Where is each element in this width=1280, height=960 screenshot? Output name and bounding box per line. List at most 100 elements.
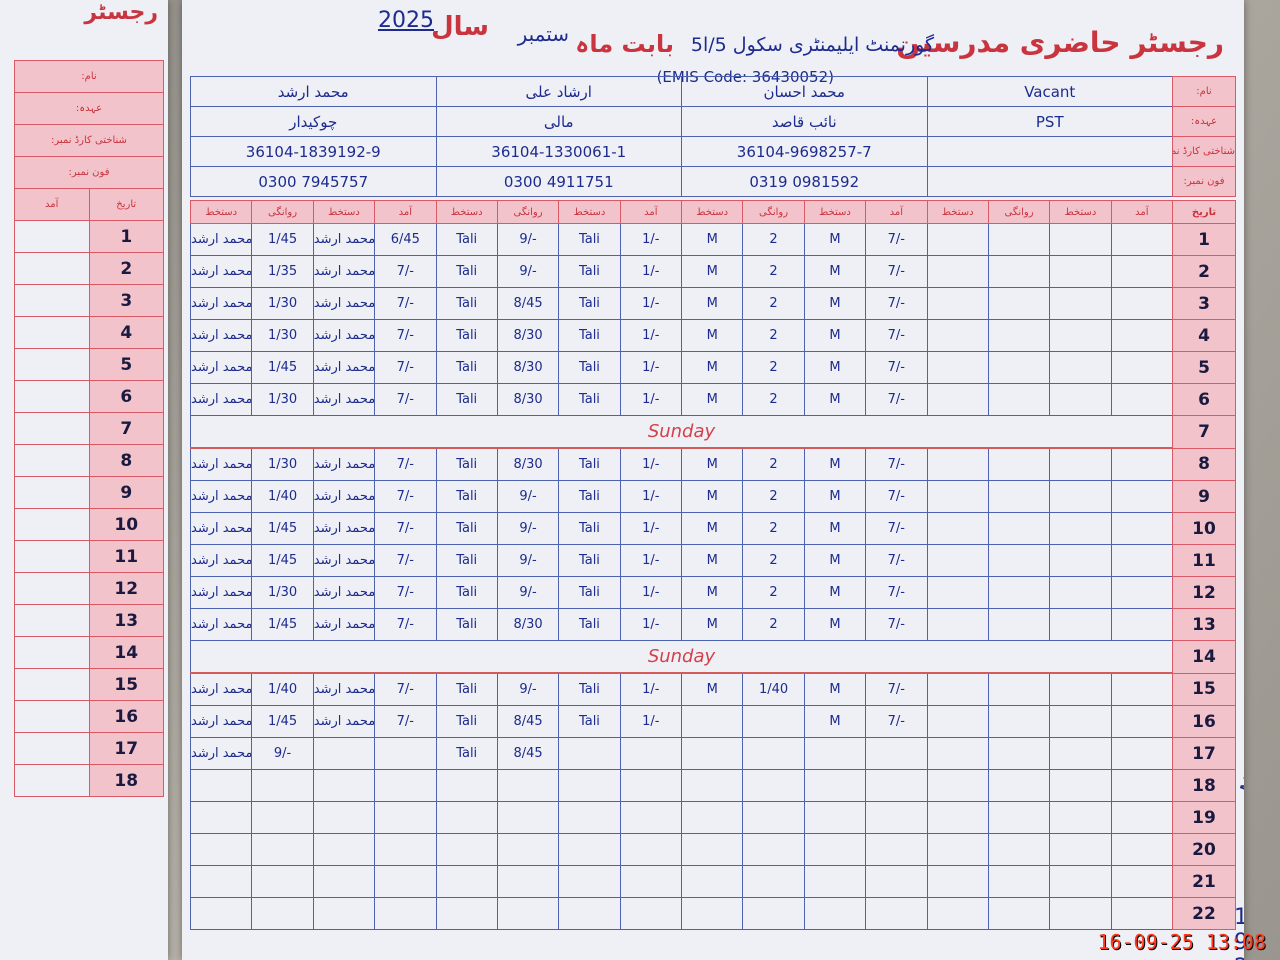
month-label: بابت ماہ bbox=[575, 30, 674, 58]
entry: محمد ارشد bbox=[312, 383, 376, 416]
entry: 1/- bbox=[619, 255, 683, 288]
entry: 2 bbox=[742, 447, 805, 481]
entry: 2 bbox=[742, 576, 805, 609]
cell bbox=[14, 220, 90, 253]
field-row: فون نمبر: 0319 0981592 0300 4911751 0300 79… bbox=[190, 166, 1236, 197]
entry bbox=[1049, 319, 1112, 352]
entry bbox=[435, 801, 498, 834]
entry: محمد ارشد bbox=[312, 705, 376, 738]
entry: محمد ارشد bbox=[312, 255, 376, 288]
field-label: نام: bbox=[14, 60, 164, 93]
entry bbox=[1049, 351, 1112, 384]
entry: 1/- bbox=[619, 287, 683, 320]
entry bbox=[1049, 576, 1112, 609]
entry bbox=[987, 737, 1051, 770]
entry: محمد ارشد bbox=[189, 512, 253, 545]
date-row: 12 7/- M 2 M 1/- Tali 9/- Tali 7/- محمد ارشد 1/30 مح… bbox=[189, 576, 1236, 609]
field-row: شناختی کارڈ نمبر: 36104-9698257-736104-13… bbox=[190, 136, 1236, 167]
date: 10 bbox=[1172, 512, 1236, 545]
entry: Tali bbox=[435, 383, 498, 416]
entry: 1/30 bbox=[251, 576, 314, 609]
cell bbox=[14, 764, 90, 797]
date: 13 bbox=[1172, 608, 1236, 641]
entry: Tali bbox=[558, 383, 621, 416]
entry: محمد ارشد bbox=[189, 351, 253, 384]
entry bbox=[680, 769, 744, 802]
date-row: 1 bbox=[14, 220, 164, 253]
cell bbox=[14, 348, 90, 381]
entry bbox=[619, 897, 683, 930]
entry: محمد ارشد bbox=[189, 737, 253, 770]
entry bbox=[865, 897, 928, 930]
entry bbox=[558, 801, 621, 834]
entry: Tali bbox=[558, 544, 621, 577]
entry bbox=[374, 737, 437, 770]
staff-phone bbox=[926, 166, 1173, 197]
entry: محمد ارشد bbox=[312, 576, 376, 609]
entry bbox=[926, 897, 989, 930]
entry: Tali bbox=[435, 737, 498, 770]
column-header: دستخط bbox=[435, 200, 498, 224]
entry bbox=[496, 897, 560, 930]
entry: M bbox=[803, 223, 867, 256]
entry: Tali bbox=[435, 576, 498, 609]
entry: 7/- bbox=[374, 705, 437, 738]
date-header: تاریخ bbox=[88, 188, 164, 221]
entry bbox=[865, 737, 928, 770]
entry bbox=[558, 897, 621, 930]
date-row: 18 bbox=[14, 764, 164, 797]
date-row: 16 7/- M 1/- Tali 8/45 Tali 7/- محمد ارشد 1/45 محم… bbox=[189, 705, 1236, 738]
date: 4 bbox=[88, 316, 164, 349]
entry: M bbox=[803, 672, 867, 706]
entry bbox=[742, 769, 805, 802]
column-header: دستخط bbox=[803, 200, 867, 224]
entry: 7/- bbox=[865, 287, 928, 320]
sunday-note: Sunday bbox=[190, 415, 1173, 449]
staff-name: محمد ارشد bbox=[190, 76, 437, 107]
date-row: 12 bbox=[14, 572, 164, 605]
entry: 8/30 bbox=[496, 351, 560, 384]
entry bbox=[558, 865, 621, 898]
entry: M bbox=[680, 608, 744, 641]
entry bbox=[987, 897, 1051, 930]
entry: Tali bbox=[435, 672, 498, 706]
entry: محمد ارشد bbox=[189, 319, 253, 352]
entry: M bbox=[803, 544, 867, 577]
entry: 7/- bbox=[374, 447, 437, 481]
entry bbox=[1110, 705, 1174, 738]
entry: محمد ارشد bbox=[189, 576, 253, 609]
entry: 7/- bbox=[865, 608, 928, 641]
entry bbox=[1049, 512, 1112, 545]
entry bbox=[926, 480, 989, 513]
entry bbox=[312, 737, 376, 770]
entry: M bbox=[680, 480, 744, 513]
entry bbox=[558, 737, 621, 770]
entry bbox=[619, 865, 683, 898]
date: 18 bbox=[1172, 769, 1236, 802]
cell bbox=[14, 444, 90, 477]
entry bbox=[1110, 383, 1174, 416]
date-row: 6 7/- M 2 M 1/- Tali 8/30 Tali 7/- محمد ارشد 1/30 مح… bbox=[189, 383, 1236, 416]
entry bbox=[1049, 737, 1112, 770]
date-row: 1 7/- M 2 M 1/- Tali 9/- Tali 6/45 محمد ارشد 1/45 مح… bbox=[189, 223, 1236, 256]
entry bbox=[496, 865, 560, 898]
entry: محمد ارشد bbox=[189, 672, 253, 706]
date-row: 14 bbox=[14, 636, 164, 669]
entry bbox=[987, 608, 1051, 641]
column-header: روانگی bbox=[742, 200, 805, 224]
entry bbox=[435, 769, 498, 802]
staff-post: نائب قاصد bbox=[681, 106, 928, 137]
entry: 7/- bbox=[865, 383, 928, 416]
column-header: آمد bbox=[865, 200, 928, 224]
date-row: 11 7/- M 2 M 1/- Tali 9/- Tali 7/- محمد ارشد 1/45 مح… bbox=[189, 544, 1236, 577]
entry bbox=[1049, 769, 1112, 802]
entry: 7/- bbox=[865, 705, 928, 738]
entry: محمد ارشد bbox=[312, 480, 376, 513]
entry bbox=[189, 801, 253, 834]
entry: 8/45 bbox=[496, 737, 560, 770]
entry bbox=[987, 351, 1051, 384]
entry bbox=[926, 608, 989, 641]
entry bbox=[189, 865, 253, 898]
entry: 9/- bbox=[496, 544, 560, 577]
staff-post: مالی bbox=[435, 106, 682, 137]
